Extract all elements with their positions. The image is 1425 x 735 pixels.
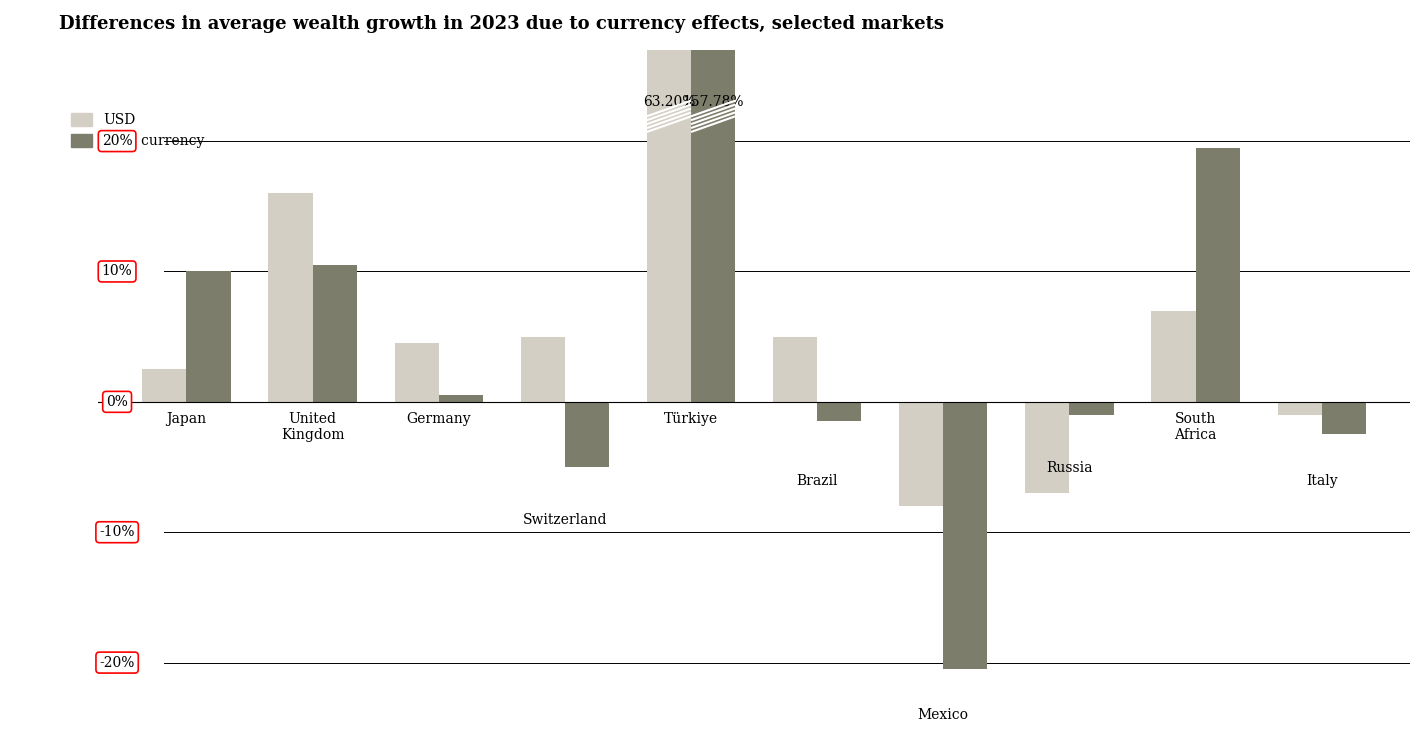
Bar	[1278, 402, 1322, 415]
Text: Russia: Russia	[1046, 461, 1093, 475]
Text: Italy: Italy	[1305, 473, 1338, 487]
Bar	[268, 193, 312, 402]
Bar	[187, 271, 231, 402]
Text: Germany: Germany	[406, 412, 472, 426]
Text: 63.20%: 63.20%	[643, 95, 695, 109]
Text: 10%: 10%	[101, 265, 133, 279]
Text: -20%: -20%	[100, 656, 135, 670]
Text: Japan: Japan	[167, 412, 207, 426]
Bar	[943, 402, 988, 669]
Bar	[1025, 402, 1069, 493]
Text: -10%: -10%	[100, 526, 135, 539]
Text: 20%: 20%	[101, 134, 133, 148]
Text: 0%: 0%	[107, 395, 128, 409]
Bar	[395, 343, 439, 402]
Text: South
Africa: South Africa	[1174, 412, 1217, 442]
Bar	[1196, 148, 1240, 402]
Bar	[647, 0, 691, 402]
Bar	[520, 337, 564, 402]
Bar	[1322, 402, 1365, 434]
Bar	[1069, 402, 1113, 415]
Text: 157.78%: 157.78%	[683, 95, 744, 109]
Text: Türkiye: Türkiye	[664, 412, 718, 426]
Text: Switzerland: Switzerland	[523, 513, 607, 527]
Bar	[691, 0, 735, 402]
Bar	[899, 402, 943, 506]
Text: Differences in average wealth growth in 2023 due to currency effects, selected m: Differences in average wealth growth in …	[58, 15, 943, 33]
Bar	[691, 0, 735, 402]
Bar	[1151, 311, 1196, 402]
Legend: USD, local currency: USD, local currency	[66, 108, 211, 154]
Text: United
Kingdom: United Kingdom	[281, 412, 345, 442]
Bar	[142, 369, 187, 402]
Bar	[817, 402, 861, 421]
Bar	[312, 265, 356, 402]
Bar	[772, 337, 817, 402]
Bar	[564, 402, 608, 467]
Bar	[647, 0, 691, 402]
Text: Brazil: Brazil	[797, 473, 838, 487]
Text: Mexico: Mexico	[918, 709, 969, 723]
Bar	[439, 395, 483, 402]
